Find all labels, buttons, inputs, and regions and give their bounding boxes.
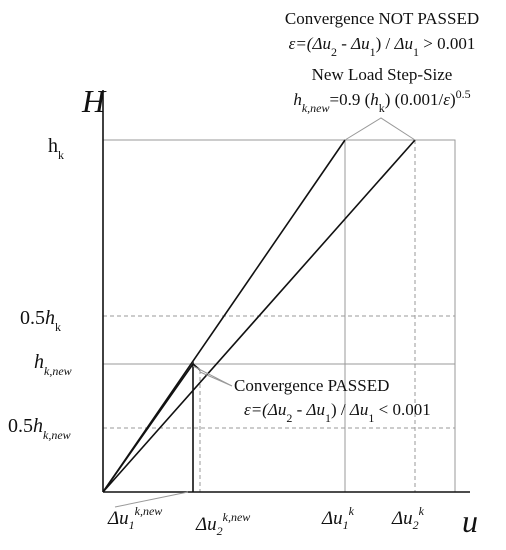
t: h [48, 135, 58, 157]
t: - [337, 34, 351, 53]
t: 1 [368, 411, 374, 425]
t: k,new [43, 428, 71, 442]
soft-line [102, 139, 416, 493]
t: ) (0.001/ [385, 90, 444, 109]
t: k [55, 320, 61, 334]
new-step-line [102, 361, 194, 493]
passed-formula: ε=(Δu2 - Δu1) / Δu1 < 0.001 [244, 400, 431, 425]
t: Δu [391, 508, 413, 529]
callout-du1new [114, 491, 189, 508]
t: ) / [331, 400, 350, 419]
t: h [370, 90, 379, 109]
step-formula: hk,new=0.9 (hk) (0.001/ε)0.5 [293, 87, 470, 115]
t: h [293, 90, 302, 109]
t: k [349, 504, 355, 518]
t: ε [443, 90, 450, 109]
callout-not-passed [344, 117, 416, 141]
callout-passed [192, 365, 233, 387]
t: Δu [107, 508, 129, 529]
t: 1 [343, 518, 349, 532]
hk-label: hk [48, 135, 64, 162]
passed-title: Convergence PASSED [234, 376, 389, 395]
half-hk-label: 0.5hk [20, 307, 61, 334]
t: k,new [135, 504, 163, 518]
t: ε=( [244, 400, 269, 419]
t: > 0.001 [419, 34, 475, 53]
t: h [45, 307, 55, 329]
t: =0.9 ( [329, 90, 370, 109]
t: h [33, 415, 43, 437]
t: 1 [370, 45, 376, 59]
not-passed-title: Convergence NOT PASSED [285, 9, 479, 28]
t: k [58, 148, 64, 162]
t: 2 [413, 518, 419, 532]
du1new-label: Δu1k,new [107, 504, 162, 532]
t: Δu [321, 508, 343, 529]
half-hknew-label: 0.5hk,new [8, 415, 71, 442]
not-passed-subtitle: New Load Step-Size [312, 65, 453, 84]
t: Δu [306, 400, 325, 419]
t: 1 [413, 45, 419, 59]
t: ) / [376, 34, 395, 53]
t: k [379, 101, 385, 115]
du1k-label: Δu1k [321, 504, 355, 532]
t: Δu [350, 34, 369, 53]
t: Δu [349, 400, 368, 419]
t: h [34, 351, 44, 373]
t: Δu [394, 34, 413, 53]
t: - [292, 400, 306, 419]
t: 2 [331, 45, 337, 59]
t: 2 [286, 411, 292, 425]
t: k,new [302, 101, 330, 115]
t: < 0.001 [374, 400, 430, 419]
hk-box [103, 139, 456, 492]
hknew-label: hk,new [34, 351, 72, 378]
t: 1 [325, 411, 331, 425]
t: k,new [44, 364, 72, 378]
t: Δu [195, 514, 217, 535]
du2k-label: Δu2k [391, 504, 425, 532]
t: k [419, 504, 425, 518]
t: 0.5 [456, 87, 471, 101]
t: k,new [223, 510, 251, 524]
t: 1 [129, 518, 135, 532]
t: ε=( [289, 34, 314, 53]
t: 0.5 [8, 415, 33, 437]
t: Δu [267, 400, 286, 419]
du2new-label: Δu2k,new [195, 510, 250, 538]
x-axis-label: u [462, 503, 478, 539]
t: 2 [217, 524, 223, 538]
t: Δu [311, 34, 330, 53]
t: 0.5 [20, 307, 45, 329]
not-passed-formula: ε=(Δu2 - Δu1) / Δu1 > 0.001 [289, 34, 476, 59]
t: ) [450, 90, 456, 109]
y-axis-label: H [81, 83, 107, 119]
